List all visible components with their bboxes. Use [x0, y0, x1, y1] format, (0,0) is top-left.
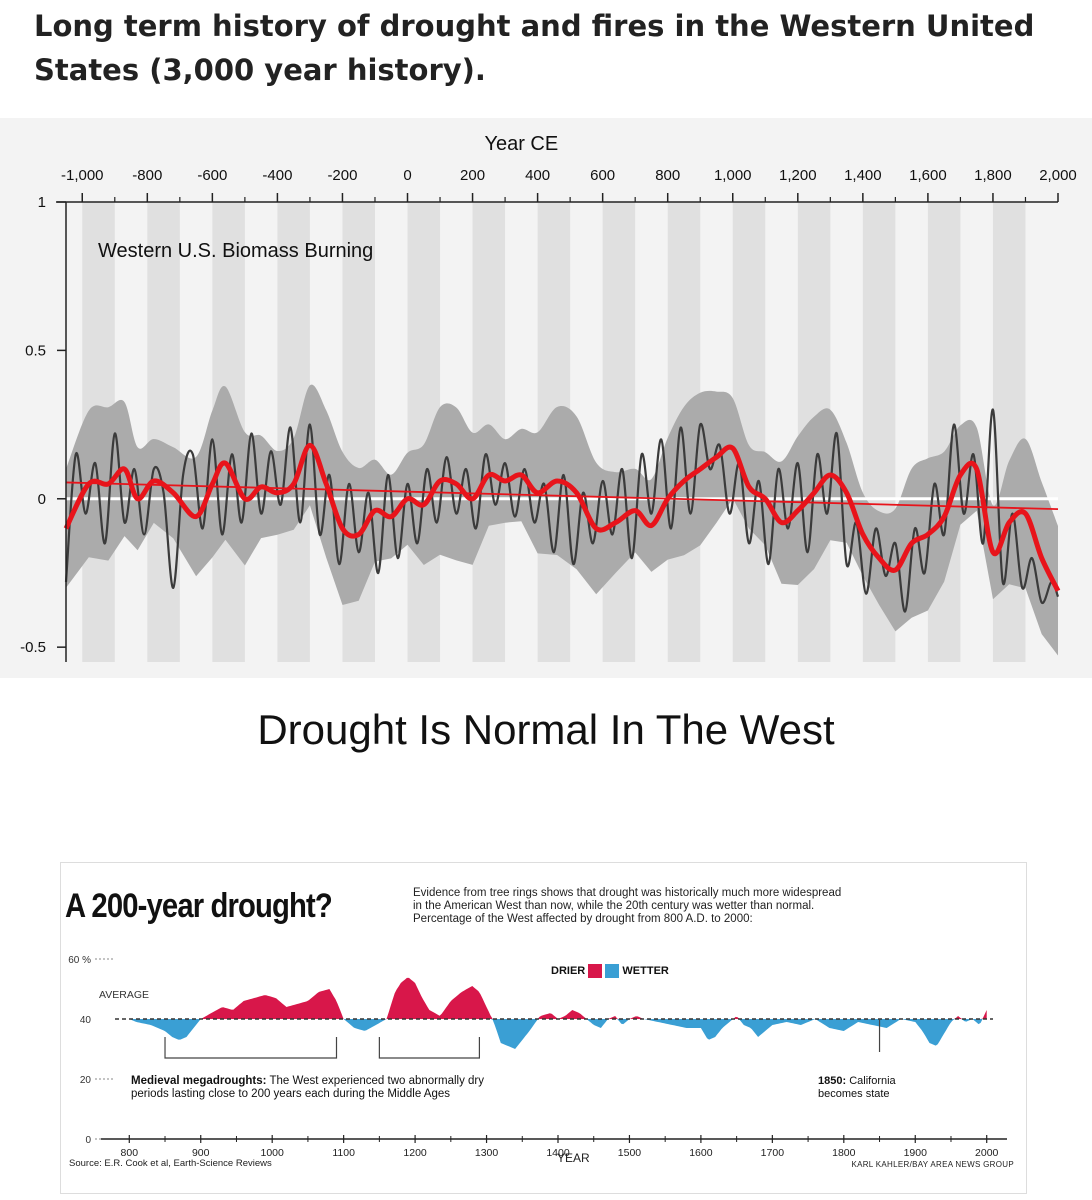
annotation-text-line2: becomes state: [818, 1088, 890, 1100]
annotation-text-line2: periods lasting close to 200 years each …: [131, 1088, 451, 1100]
megadrought-bracket: [378, 1037, 481, 1059]
drought-chart-title: A 200-year drought?: [65, 887, 333, 925]
annotation-bold: Medieval megadroughts:: [131, 1075, 267, 1087]
x-tick-label: -400: [262, 167, 292, 184]
annotation-megadroughts: Medieval megadroughts: The West experien…: [131, 1075, 484, 1101]
smoothed-burning-line: [63, 442, 1061, 592]
x-tick-label: 1,400: [844, 167, 882, 184]
drought-chart-panel: 60 % 40 20 0 800 900 1000 1100 1200 1300 1400 1500 1…: [60, 862, 1027, 1194]
x-tick-label: 1700: [761, 1147, 785, 1159]
legend: DRIER WETTER: [551, 964, 669, 978]
source-note: Source: E.R. Cook et al, Earth-Science R…: [69, 1158, 272, 1169]
trend-line: [65, 481, 1059, 511]
x-tick-label: 0: [403, 167, 411, 184]
century-band: [147, 202, 180, 662]
y-tick-label: -0.5: [20, 639, 46, 656]
x-tick-label: 2,000: [1039, 167, 1077, 184]
chart-title: Western U.S. Biomass Burning: [98, 240, 373, 262]
headline: Drought Is Normal In The West: [257, 706, 835, 753]
x-axis-title: YEAR: [557, 1151, 590, 1165]
x-axis-title: Year CE: [484, 133, 558, 155]
x-tick-label: 1300: [475, 1147, 499, 1159]
raw-burning-line: [64, 408, 1060, 613]
x-tick-label: 1800: [832, 1147, 856, 1159]
legend-wetter-swatch: [605, 964, 620, 978]
drought-chart-description: Evidence from tree rings shows that drou…: [413, 887, 1003, 926]
annotation-text: California: [846, 1075, 896, 1087]
wetter-area: [129, 1019, 987, 1049]
x-tick-label: 1900: [904, 1147, 928, 1159]
biomass-burning-chart: -1,000 -800 -600 -400 -200 0 200 400 600 800 1,000…: [20, 133, 1077, 662]
description-line: Evidence from tree rings shows that drou…: [413, 887, 842, 899]
x-tick-label: 1,000: [714, 167, 752, 184]
drier-area: [129, 977, 987, 1019]
credit-note: KARL KAHLER/BAY AREA NEWS GROUP: [851, 1160, 1014, 1169]
x-tick-label: -600: [197, 167, 227, 184]
y-tick-label: 0: [38, 491, 46, 508]
annotation-bold: 1850:: [818, 1075, 847, 1087]
legend-drier-label: DRIER: [551, 965, 586, 977]
x-tick-label: 1100: [332, 1147, 355, 1159]
y-tick-label: 0.5: [25, 342, 46, 359]
description-line: in the American West than now, while the…: [413, 900, 815, 912]
x-tick-label: 1200: [403, 1147, 427, 1159]
description-line: Percentage of the West affected by droug…: [413, 913, 753, 925]
y-tick-label: 60 %: [68, 955, 91, 966]
x-tick-label: 800: [655, 167, 680, 184]
legend-wetter-label: WETTER: [622, 965, 669, 977]
legend-drier-swatch: [588, 964, 603, 978]
x-tick-label: 1400: [546, 1147, 570, 1159]
x-tick-label: 800: [121, 1147, 139, 1159]
average-label: AVERAGE: [99, 989, 149, 1001]
post-title: Long term history of drought and fires i…: [34, 9, 1035, 87]
x-tick-label: 400: [525, 167, 550, 184]
megadrought-bracket: [164, 1037, 338, 1059]
x-tick-label: 1,200: [779, 167, 817, 184]
century-band: [602, 202, 636, 662]
x-tick-label: 2000: [975, 1147, 999, 1159]
y-tick-label: 1: [38, 194, 46, 211]
x-tick-label: 200: [460, 167, 485, 184]
x-tick-label: -800: [132, 167, 162, 184]
x-tick-label: 1,800: [974, 167, 1012, 184]
x-tick-label: 600: [590, 167, 615, 184]
y-tick-label: 40: [80, 1015, 92, 1026]
x-tick-label: -200: [327, 167, 357, 184]
x-tick-label: 900: [192, 1147, 210, 1159]
annotation-text: The West experienced two abnormally dry: [266, 1075, 485, 1087]
x-tick-label: 1500: [618, 1147, 642, 1159]
x-tick-label: 1000: [261, 1147, 285, 1159]
y-tick-label: 0: [85, 1135, 91, 1146]
annotation-1850: 1850: California becomes state: [818, 1075, 896, 1101]
x-tick-label: -1,000: [61, 167, 104, 184]
x-tick-label: 1600: [689, 1147, 713, 1159]
y-tick-label: 20: [80, 1075, 92, 1086]
x-tick-label: 1,600: [909, 167, 947, 184]
drought-area-chart: 60 % 40 20 0 800 900 1000 1100 1200 1300 1400 1500 1…: [68, 955, 1007, 1159]
